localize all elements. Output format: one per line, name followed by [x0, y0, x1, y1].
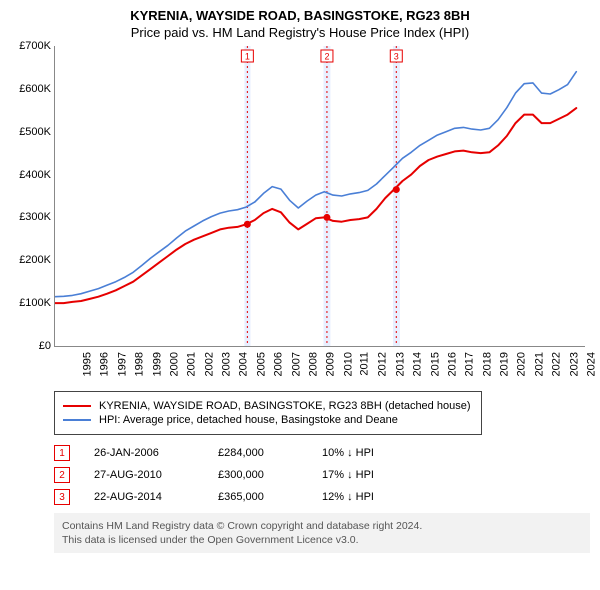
legend: KYRENIA, WAYSIDE ROAD, BASINGSTOKE, RG23… [54, 391, 482, 435]
svg-text:1: 1 [245, 52, 250, 62]
event-marker: 2 [54, 467, 70, 483]
legend-label: KYRENIA, WAYSIDE ROAD, BASINGSTOKE, RG23… [99, 400, 471, 412]
y-tick-label: £600K [19, 83, 51, 95]
x-tick-label: 2003 [221, 352, 233, 376]
x-tick-label: 2013 [394, 352, 406, 376]
y-tick-label: £400K [19, 169, 51, 181]
event-delta: 17% ↓ HPI [322, 469, 412, 481]
legend-swatch [63, 419, 91, 421]
x-tick-label: 2001 [186, 352, 198, 376]
x-tick-label: 1996 [99, 352, 111, 376]
x-tick-label: 2000 [168, 352, 180, 376]
x-tick-label: 2022 [551, 352, 563, 376]
legend-swatch [63, 405, 91, 407]
y-tick-label: £700K [19, 40, 51, 52]
x-tick-label: 2018 [481, 352, 493, 376]
x-tick-label: 1999 [151, 352, 163, 376]
x-tick-label: 2004 [238, 352, 250, 376]
attribution-line: Contains HM Land Registry data © Crown c… [62, 519, 582, 533]
event-price: £365,000 [218, 491, 298, 503]
x-tick-label: 2020 [516, 352, 528, 376]
x-tick-label: 1998 [134, 352, 146, 376]
y-tick-label: £100K [19, 297, 51, 309]
plot-inner: £0£100K£200K£300K£400K£500K£600K£700K 12… [54, 46, 585, 347]
legend-label: HPI: Average price, detached house, Basi… [99, 414, 398, 426]
event-marker: 1 [54, 445, 70, 461]
y-tick-label: £200K [19, 254, 51, 266]
event-delta: 12% ↓ HPI [322, 491, 412, 503]
event-price: £284,000 [218, 447, 298, 459]
x-tick-label: 2014 [412, 352, 424, 376]
x-tick-label: 2016 [446, 352, 458, 376]
chart-svg: 1 2 3 [55, 46, 585, 346]
y-tick-label: £300K [19, 211, 51, 223]
x-tick-label: 2023 [568, 352, 580, 376]
x-tick-label: 2024 [585, 352, 597, 376]
event-marker: 3 [54, 489, 70, 505]
x-tick-label: 2021 [533, 352, 545, 376]
x-tick-label: 1997 [116, 352, 128, 376]
event-delta: 10% ↓ HPI [322, 447, 412, 459]
x-tick-label: 2011 [359, 352, 371, 376]
x-tick-label: 2009 [325, 352, 337, 376]
x-tick-label: 2008 [307, 352, 319, 376]
event-date: 26-JAN-2006 [94, 447, 194, 459]
event-row: 1 26-JAN-2006 £284,000 10% ↓ HPI [54, 445, 590, 461]
plot-area: £0£100K£200K£300K£400K£500K£600K£700K 12… [54, 46, 590, 347]
y-tick-label: £500K [19, 126, 51, 138]
x-tick-label: 2010 [342, 352, 354, 376]
x-tick-label: 1995 [81, 352, 93, 376]
x-tick-label: 2017 [464, 352, 476, 376]
legend-item: HPI: Average price, detached house, Basi… [63, 414, 471, 426]
chart-container: KYRENIA, WAYSIDE ROAD, BASINGSTOKE, RG23… [0, 0, 600, 563]
legend-item: KYRENIA, WAYSIDE ROAD, BASINGSTOKE, RG23… [63, 400, 471, 412]
event-price: £300,000 [218, 469, 298, 481]
chart-title: KYRENIA, WAYSIDE ROAD, BASINGSTOKE, RG23… [10, 8, 590, 23]
x-tick-label: 2015 [429, 352, 441, 376]
chart-titles: KYRENIA, WAYSIDE ROAD, BASINGSTOKE, RG23… [10, 8, 590, 40]
event-date: 27-AUG-2010 [94, 469, 194, 481]
event-row: 2 27-AUG-2010 £300,000 17% ↓ HPI [54, 467, 590, 483]
y-axis-ticks: £0£100K£200K£300K£400K£500K£600K£700K [9, 46, 53, 346]
events-table: 1 26-JAN-2006 £284,000 10% ↓ HPI 2 27-AUG-201… [54, 445, 590, 505]
svg-text:3: 3 [394, 52, 399, 62]
event-date: 22-AUG-2014 [94, 491, 194, 503]
attribution: Contains HM Land Registry data © Crown c… [54, 513, 590, 553]
x-tick-label: 2019 [499, 352, 511, 376]
svg-text:2: 2 [324, 52, 329, 62]
chart-subtitle: Price paid vs. HM Land Registry's House … [10, 25, 590, 40]
x-tick-label: 2007 [290, 352, 302, 376]
x-tick-label: 2005 [255, 352, 267, 376]
x-tick-label: 2002 [203, 352, 215, 376]
x-tick-label: 2012 [377, 352, 389, 376]
x-tick-label: 2006 [273, 352, 285, 376]
attribution-line: This data is licensed under the Open Gov… [62, 533, 582, 547]
event-row: 3 22-AUG-2014 £365,000 12% ↓ HPI [54, 489, 590, 505]
y-tick-label: £0 [39, 340, 51, 352]
